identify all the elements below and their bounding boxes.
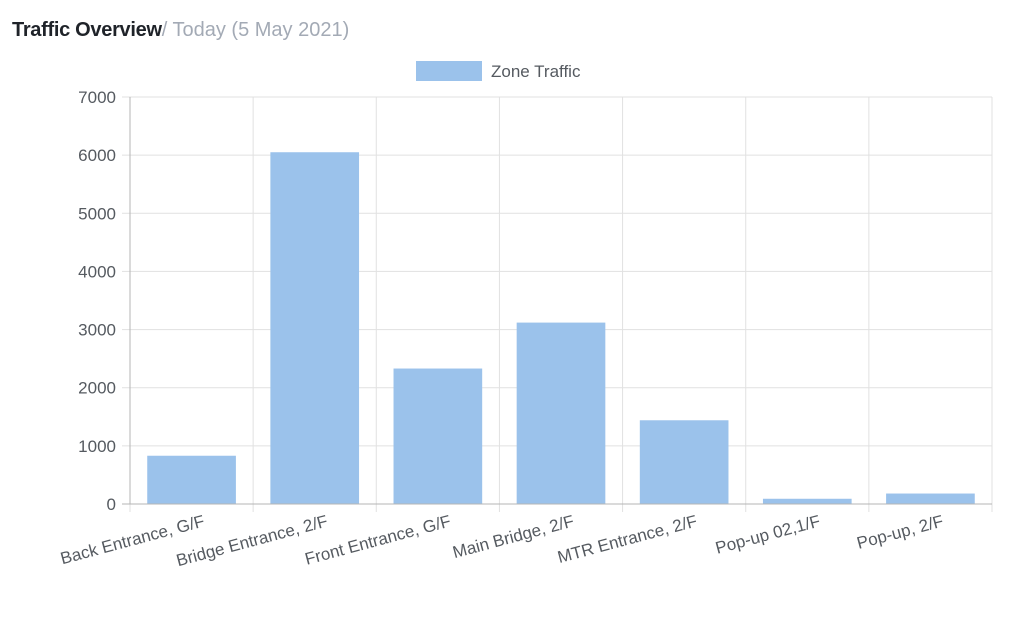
legend-label[interactable]: Zone Traffic — [491, 62, 581, 81]
chart-title: Traffic Overview — [12, 19, 162, 41]
bar — [270, 152, 360, 504]
x-tick-label: Pop-up 02,1/F — [713, 512, 822, 558]
chart-subtitle: / Today (5 May 2021) — [161, 19, 350, 41]
y-tick-label: 5000 — [78, 204, 116, 223]
axes — [122, 97, 992, 505]
legend-swatch[interactable] — [416, 61, 482, 81]
y-tick-label: 2000 — [78, 379, 116, 398]
chart-header: Traffic Overview/ Today (5 May 2021) — [12, 18, 349, 42]
legend[interactable]: Zone Traffic — [416, 61, 581, 81]
bars — [147, 152, 975, 504]
bar — [639, 420, 729, 504]
bar — [147, 455, 236, 504]
grid-lines — [122, 96, 993, 512]
bar — [516, 322, 606, 504]
y-tick-label: 3000 — [78, 321, 116, 340]
y-tick-label: 1000 — [78, 437, 116, 456]
bar — [762, 498, 852, 504]
y-axis-ticks: 0 1000 2000 3000 4000 5000 6000 7000 — [78, 88, 116, 514]
bar — [886, 493, 975, 504]
y-tick-label: 4000 — [78, 262, 116, 281]
x-tick-label: MTR Entrance, 2/F — [556, 512, 700, 568]
y-tick-label: 7000 — [78, 88, 116, 107]
bar — [393, 368, 483, 504]
y-tick-label: 6000 — [78, 146, 116, 165]
x-tick-label: Pop-up, 2/F — [855, 512, 946, 553]
y-tick-label: 0 — [107, 495, 116, 514]
